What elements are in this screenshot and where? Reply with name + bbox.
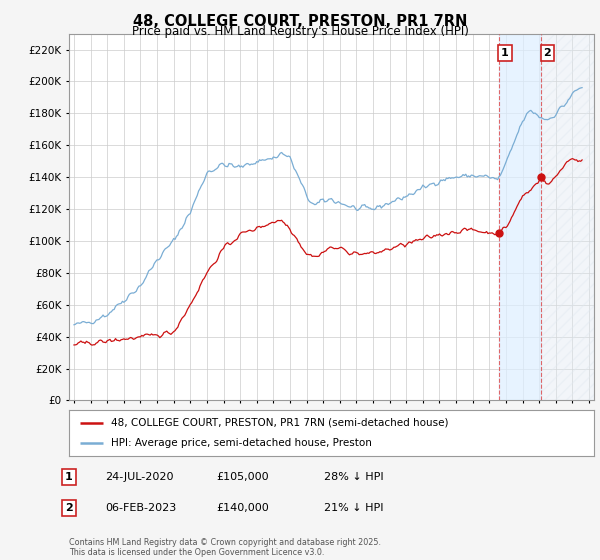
Text: 24-JUL-2020: 24-JUL-2020 [105,472,173,482]
Text: 2: 2 [544,48,551,58]
Text: 48, COLLEGE COURT, PRESTON, PR1 7RN (semi-detached house): 48, COLLEGE COURT, PRESTON, PR1 7RN (sem… [111,418,449,428]
Bar [499,34,541,400]
Text: 2: 2 [65,503,73,513]
Text: Contains HM Land Registry data © Crown copyright and database right 2025.
This d: Contains HM Land Registry data © Crown c… [69,538,381,557]
Text: 48, COLLEGE COURT, PRESTON, PR1 7RN: 48, COLLEGE COURT, PRESTON, PR1 7RN [133,14,467,29]
Text: 1: 1 [65,472,73,482]
Text: 28% ↓ HPI: 28% ↓ HPI [324,472,383,482]
Text: 21% ↓ HPI: 21% ↓ HPI [324,503,383,513]
Text: £140,000: £140,000 [216,503,269,513]
Text: 06-FEB-2023: 06-FEB-2023 [105,503,176,513]
Text: HPI: Average price, semi-detached house, Preston: HPI: Average price, semi-detached house,… [111,438,372,449]
Text: Price paid vs. HM Land Registry's House Price Index (HPI): Price paid vs. HM Land Registry's House … [131,25,469,38]
Text: £105,000: £105,000 [216,472,269,482]
Bar [541,34,594,400]
Text: 1: 1 [501,48,509,58]
